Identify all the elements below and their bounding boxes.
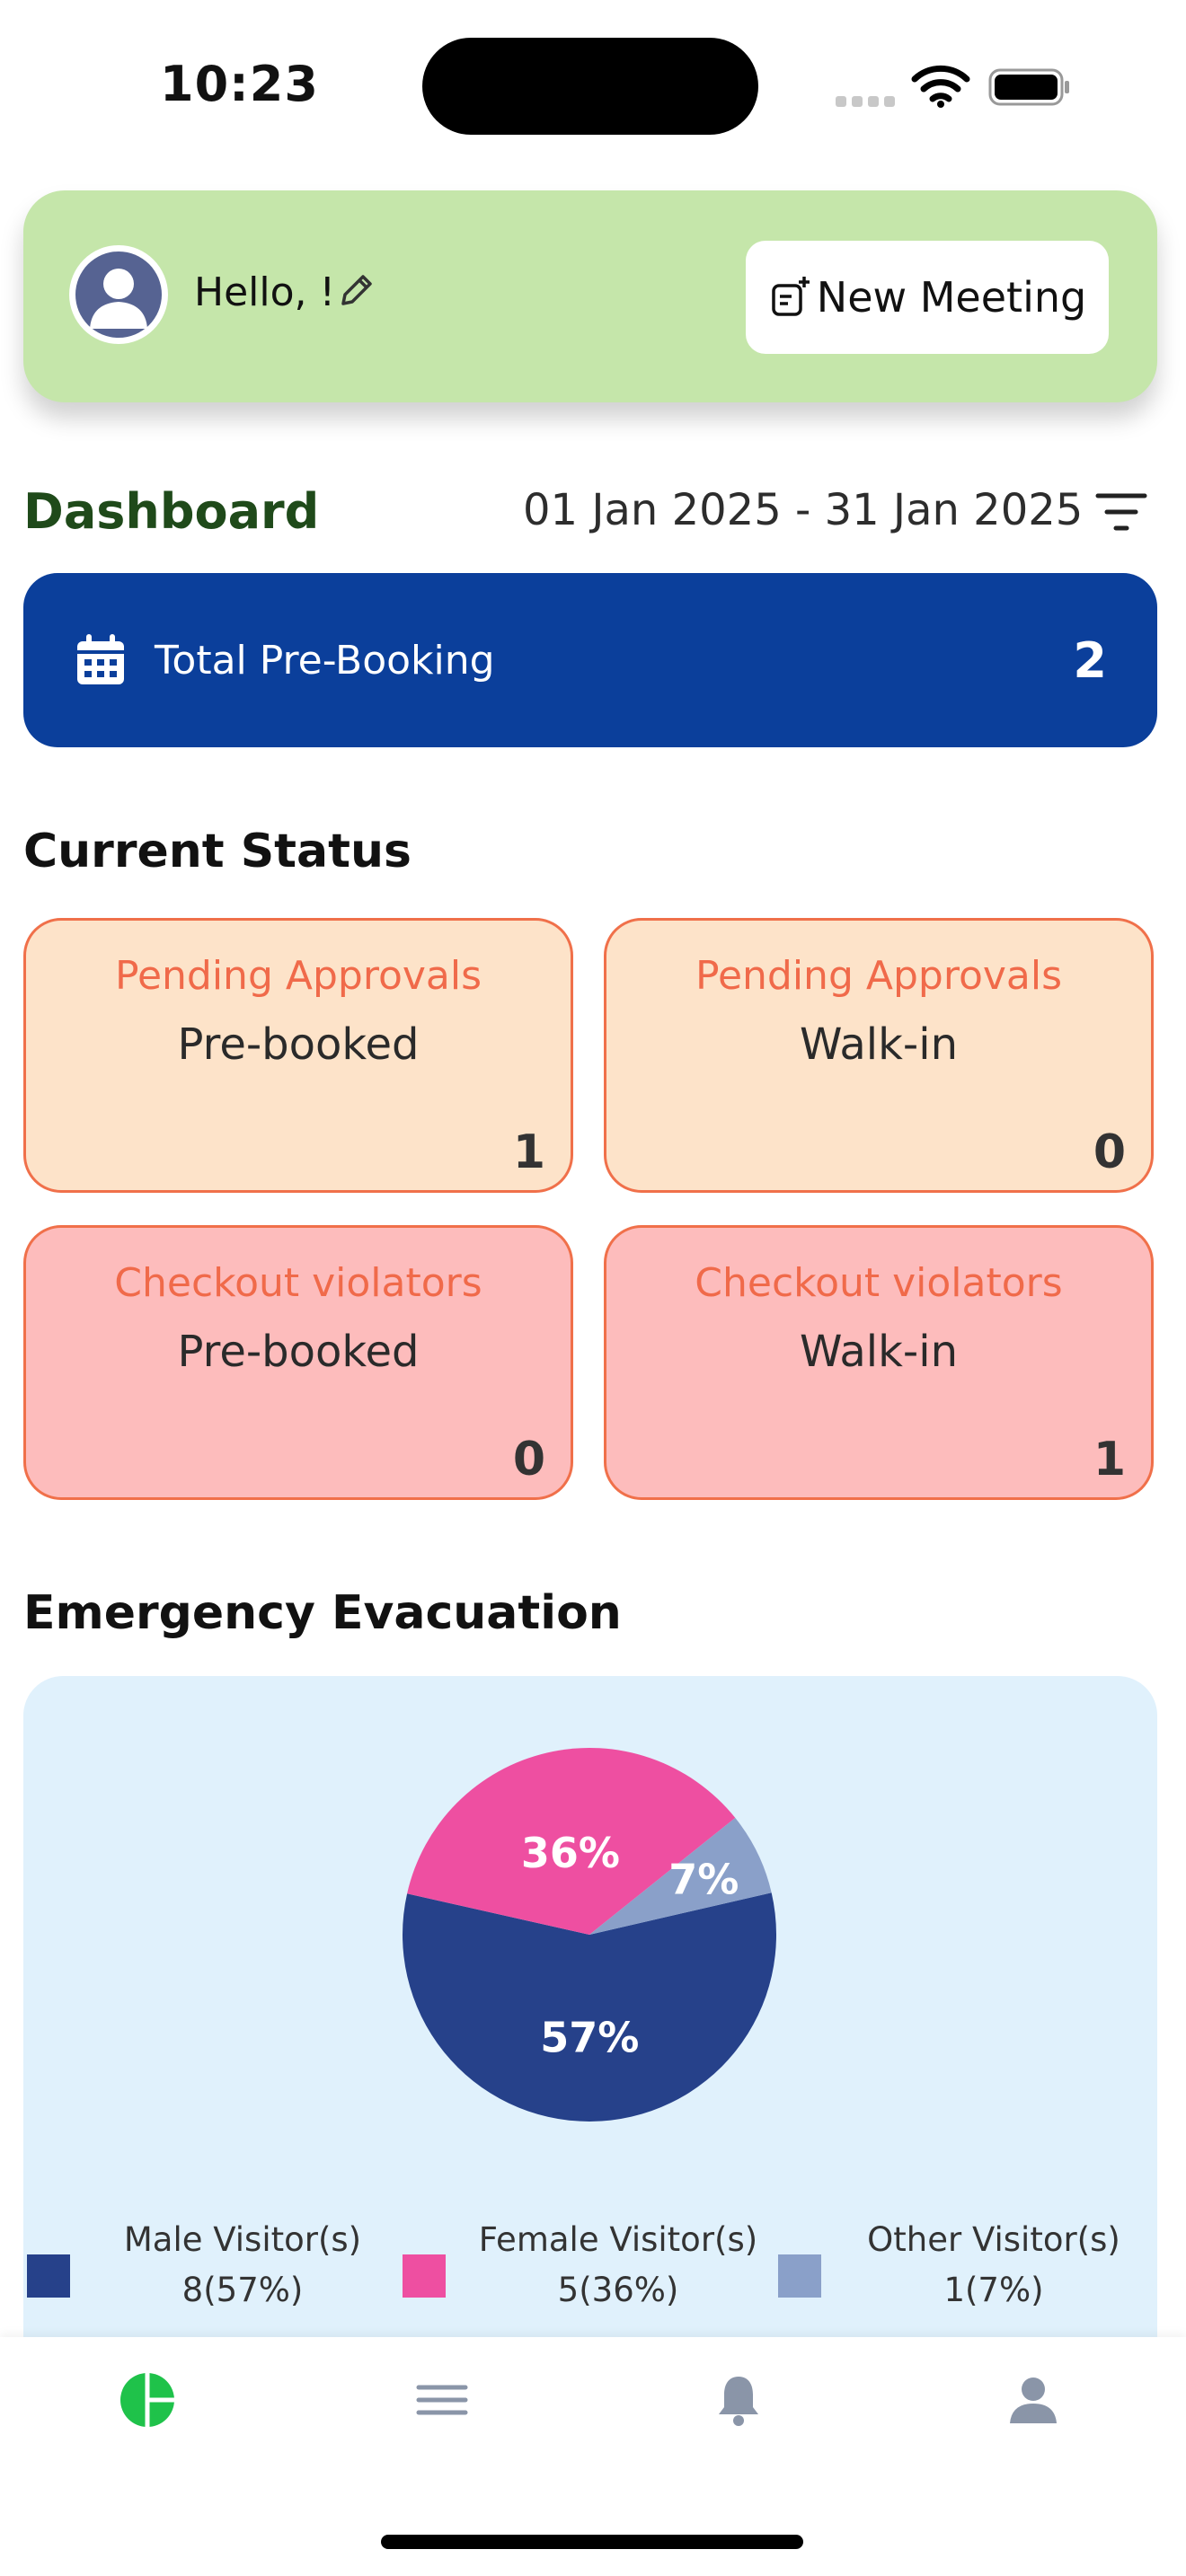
dashboard-pie-icon[interactable] [119, 2371, 176, 2429]
pie-slice-other [589, 1817, 772, 1935]
card-title: Checkout violators [114, 1260, 482, 1306]
prebooking-label: Total Pre-Booking [155, 638, 495, 684]
legend-value: 1(7%) [943, 2271, 1044, 2309]
home-indicator [381, 2535, 803, 2549]
pie-label-male: 57% [540, 2013, 639, 2061]
greeting-text: Hello, ! [194, 269, 336, 315]
current-status-title: Current Status [23, 825, 412, 878]
calendar-icon [77, 634, 124, 684]
bell-icon[interactable] [710, 2371, 767, 2429]
pie-slice-male [403, 1892, 776, 2122]
violators-prebooked-card[interactable]: Checkout violators Pre-booked 0 [23, 1225, 573, 1500]
card-title: Pending Approvals [695, 953, 1063, 999]
legend-value: 8(57%) [181, 2271, 304, 2309]
avatar[interactable] [72, 248, 165, 341]
total-prebooking-banner[interactable]: Total Pre-Booking 2 [23, 573, 1157, 747]
prebooking-count: 2 [1073, 632, 1107, 689]
pending-walkin-card[interactable]: Pending Approvals Walk-in 0 [604, 918, 1154, 1193]
cellular-signal-icon [836, 93, 900, 110]
pie-label-female: 36% [521, 1829, 620, 1877]
pie-label-other: 7% [668, 1855, 739, 1903]
legend-label: Other Visitor(s) [867, 2220, 1120, 2259]
card-subtitle: Pre-booked [177, 1327, 420, 1377]
edit-pencil-icon[interactable] [334, 269, 377, 313]
card-subtitle: Walk-in [799, 1327, 958, 1377]
card-subtitle: Pre-booked [177, 1019, 420, 1070]
card-title: Pending Approvals [114, 953, 482, 999]
page-title: Dashboard [23, 483, 320, 540]
card-count: 1 [1093, 1433, 1126, 1486]
card-count: 0 [512, 1433, 545, 1486]
wifi-icon [911, 65, 970, 108]
pie-slice-female [407, 1748, 736, 1935]
card-title: Checkout violators [695, 1260, 1063, 1306]
new-meeting-label: New Meeting [816, 273, 1087, 322]
user-icon[interactable] [1005, 2371, 1062, 2429]
visitor-pie-chart: 57% 36% 7% [403, 1748, 776, 2122]
new-meeting-button[interactable]: New Meeting [746, 241, 1109, 354]
legend-label: Female Visitor(s) [478, 2220, 758, 2259]
legend-label: Male Visitor(s) [123, 2220, 362, 2259]
status-time: 10:23 [160, 56, 319, 112]
legend-male: Male Visitor(s) 8(57%) [90, 2215, 395, 2316]
card-count: 1 [512, 1125, 545, 1179]
menu-icon[interactable] [413, 2371, 471, 2429]
card-count: 0 [1093, 1125, 1126, 1179]
filter-icon[interactable] [1094, 489, 1148, 535]
greeting-card: Hello, ! New Meeting [23, 190, 1157, 402]
pending-prebooked-card[interactable]: Pending Approvals Pre-booked 1 [23, 918, 573, 1193]
date-range[interactable]: 01 Jan 2025 - 31 Jan 2025 [523, 485, 1084, 535]
violators-walkin-card[interactable]: Checkout violators Walk-in 1 [604, 1225, 1154, 1500]
legend-swatch-female [403, 2254, 446, 2298]
profile-avatar-icon [75, 251, 162, 338]
card-subtitle: Walk-in [799, 1019, 958, 1070]
new-meeting-icon [772, 277, 810, 316]
emergency-evacuation-title: Emergency Evacuation [23, 1586, 622, 1640]
battery-icon [988, 68, 1069, 106]
legend-female: Female Visitor(s) 5(36%) [465, 2215, 771, 2316]
legend-value: 5(36%) [557, 2271, 679, 2309]
legend-swatch-male [27, 2254, 70, 2298]
legend-swatch-other [778, 2254, 821, 2298]
dynamic-island [422, 38, 758, 135]
legend-other: Other Visitor(s) 1(7%) [841, 2215, 1146, 2316]
